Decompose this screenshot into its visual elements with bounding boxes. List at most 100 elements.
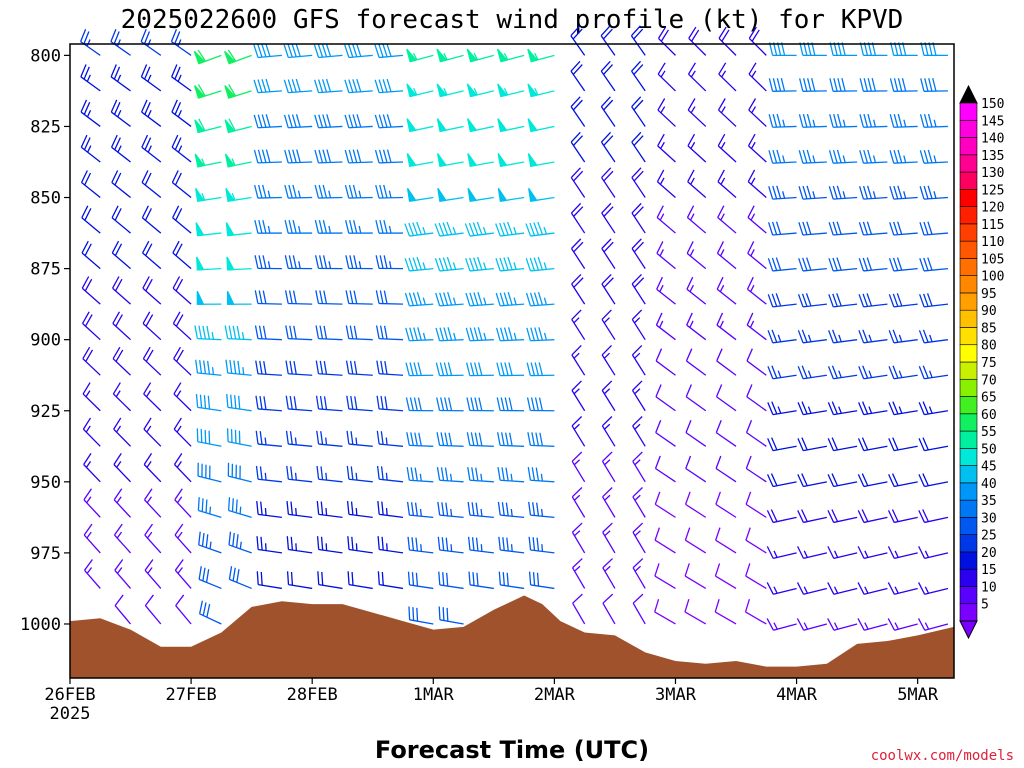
wind-barb-feather <box>686 241 694 254</box>
wind-barb <box>858 365 888 380</box>
wind-barb <box>526 327 555 342</box>
wind-barb-feather <box>775 293 782 307</box>
wind-barb-feather <box>500 397 505 411</box>
wind-barb-half-feather <box>573 352 580 359</box>
wind-barb-feather <box>314 220 320 234</box>
wind-barb-feather <box>717 205 725 218</box>
wind-barb-feather <box>83 137 91 150</box>
wind-barb-feather <box>570 167 581 179</box>
wind-barb-feather <box>318 184 324 199</box>
wind-barb-feather <box>206 360 211 375</box>
wind-barb <box>225 359 252 376</box>
wind-barb-feather <box>345 255 350 269</box>
wind-barb-half-feather <box>812 155 816 163</box>
colorbar-swatch <box>959 482 978 501</box>
wind-barb-feather <box>227 497 231 511</box>
wind-barb-feather <box>859 114 865 128</box>
wind-barb-feather <box>436 432 441 446</box>
wind-barb-feather <box>919 294 925 308</box>
wind-barb-feather <box>469 327 475 341</box>
wind-barb <box>464 221 494 237</box>
wind-barb-half-feather <box>147 109 152 118</box>
wind-barb-half-feather <box>480 508 483 517</box>
wind-barb-feather <box>801 293 808 307</box>
wind-barb <box>570 60 586 92</box>
wind-barb-feather <box>797 474 804 487</box>
wind-barb-feather <box>141 99 148 113</box>
wind-barb-feather <box>897 149 903 163</box>
wind-barb-half-feather <box>751 106 757 114</box>
wind-barb <box>495 221 525 237</box>
wind-barb-half-feather <box>483 297 487 305</box>
wind-barb-half-feather <box>773 550 778 558</box>
wind-barb-feather <box>316 501 320 515</box>
wind-barb-feather <box>375 325 380 339</box>
wind-barb-half-feather <box>145 390 152 398</box>
wind-barb-feather <box>446 607 449 622</box>
wind-barb-feather <box>113 101 121 115</box>
wind-barb-feather <box>655 419 662 433</box>
wind-barb-feather <box>435 292 441 307</box>
wind-barb-feather <box>265 114 271 128</box>
wind-barb-feather <box>477 256 483 270</box>
wind-barb-feather <box>686 276 694 290</box>
wind-barb-feather <box>858 222 865 236</box>
wind-barb <box>284 290 313 305</box>
wind-barb-feather <box>525 223 532 237</box>
wind-barb <box>467 536 494 554</box>
wind-barb-feather <box>530 362 536 376</box>
wind-barb-feather <box>446 572 449 587</box>
wind-barb-flag <box>527 48 539 63</box>
wind-barb-half-feather <box>689 213 695 221</box>
wind-barb <box>465 362 494 377</box>
wind-barb <box>859 113 888 128</box>
wind-barb <box>829 78 858 92</box>
x-tick-label: 1MAR <box>413 685 455 705</box>
wind-barb <box>197 497 222 518</box>
wind-barb-half-feather <box>358 190 362 198</box>
wind-barb-feather <box>924 78 929 92</box>
wind-barb-feather <box>80 64 87 78</box>
wind-barb-feather <box>932 78 937 92</box>
wind-barb-feather <box>919 258 925 272</box>
wind-barb-feather <box>797 330 804 344</box>
wind-barb-feather <box>447 327 453 341</box>
wind-barb-feather <box>83 101 91 115</box>
wind-barb-feather <box>441 537 445 551</box>
wind-barb-feather <box>897 78 903 92</box>
wind-barb-feather <box>318 220 324 234</box>
wind-barb-shaft <box>500 549 525 554</box>
wind-barb-feather <box>631 309 643 320</box>
wind-barb-feather <box>687 98 696 111</box>
wind-barb-feather <box>893 185 899 200</box>
wind-barb-feather <box>477 362 483 376</box>
wind-barb-feather <box>145 278 153 292</box>
wind-barb <box>889 78 918 92</box>
wind-barb-feather <box>631 60 642 72</box>
wind-barb <box>253 43 282 59</box>
wind-barb-half-feather <box>358 225 362 234</box>
wind-barb <box>255 430 282 447</box>
wind-barb-shaft <box>772 232 797 236</box>
wind-barb <box>495 292 525 307</box>
wind-barb-feather <box>529 222 536 236</box>
wind-barb-flag <box>527 118 538 133</box>
colorbar-high-arrow <box>959 84 978 104</box>
wind-barb <box>142 346 162 376</box>
colorbar-label: 25 <box>981 529 997 544</box>
colorbar-swatch <box>959 568 978 587</box>
wind-barb-shaft <box>685 503 707 518</box>
wind-barb-feather <box>254 325 259 339</box>
wind-barb-feather <box>919 114 925 128</box>
wind-barb-feather <box>141 170 149 183</box>
wind-barb-half-feather <box>750 141 756 149</box>
wind-barb-shaft <box>772 374 797 380</box>
wind-barb-feather <box>632 487 643 498</box>
wind-barb-feather <box>444 397 449 411</box>
wind-barb-feather <box>657 62 666 75</box>
wind-barb-feather <box>285 325 289 339</box>
wind-barb-feather <box>744 599 751 613</box>
wind-barb <box>141 99 162 127</box>
wind-barb-half-feather <box>117 145 122 153</box>
